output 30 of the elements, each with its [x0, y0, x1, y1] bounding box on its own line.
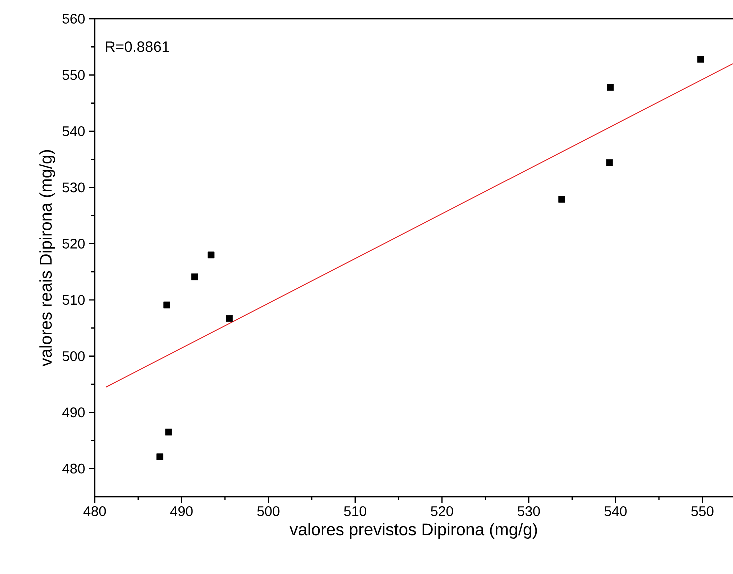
y-tick-label: 540 [62, 126, 85, 136]
y-axis-title: valores reais Dipirona (mg/g) [40, 150, 56, 367]
point [156, 454, 164, 460]
y-tick-label: 530 [62, 182, 85, 193]
point [607, 84, 614, 91]
y-tick-label: 500 [62, 351, 85, 362]
x-tick-label: 540 [604, 506, 627, 516]
y-tick-label: 520 [62, 238, 85, 249]
point [558, 196, 566, 203]
x-tick-label: 520 [431, 506, 454, 516]
point [606, 160, 614, 166]
x-tick-label: 530 [518, 506, 540, 516]
point [208, 252, 215, 259]
annotation: R=0.8861 [106, 42, 170, 52]
y-tick-label: 480 [62, 464, 85, 474]
point [698, 56, 704, 63]
point [165, 428, 172, 436]
point [226, 315, 233, 322]
x-tick-label: 480 [84, 506, 106, 516]
x-tick-label: 510 [344, 506, 367, 516]
point [164, 302, 170, 309]
y-tick-label: 560 [62, 14, 85, 24]
y-tick-label: 490 [62, 408, 85, 418]
y-tick-label: 550 [62, 70, 85, 80]
x-axis-title: valores previstos Dipirona (mg/g) [290, 523, 538, 540]
x-tick-label: 500 [258, 506, 280, 516]
x-tick-label: 550 [692, 506, 714, 516]
x-tick-label: 490 [170, 506, 193, 516]
y-tick-label: 510 [62, 295, 85, 306]
point [191, 274, 198, 280]
